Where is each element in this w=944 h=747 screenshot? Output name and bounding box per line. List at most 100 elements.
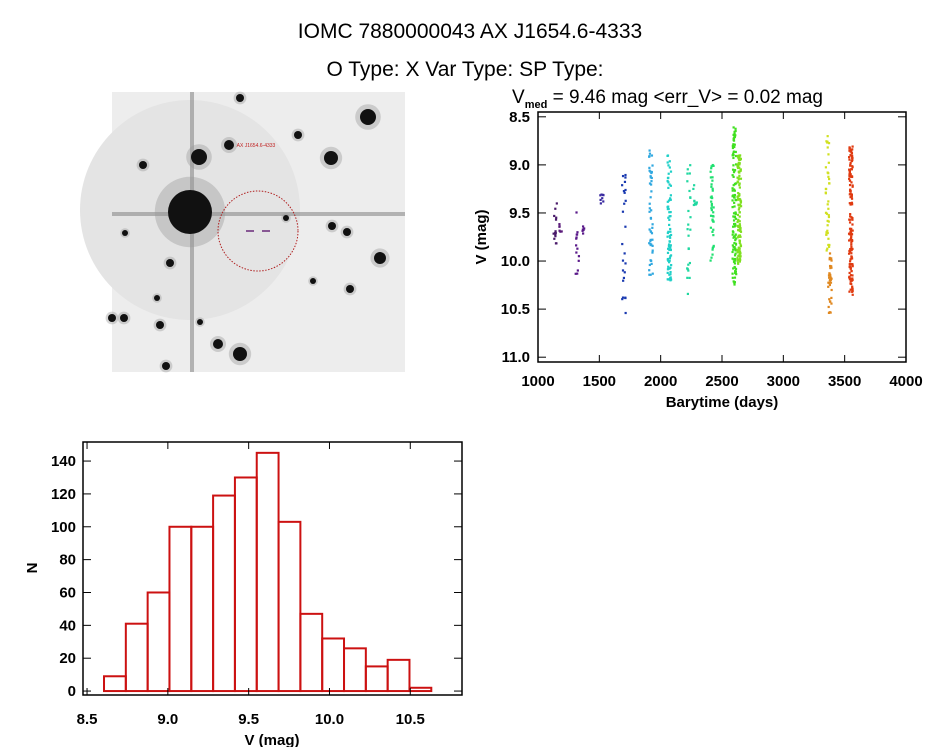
- histogram-bar: [190, 525, 215, 693]
- data-point: [576, 269, 579, 272]
- data-point: [851, 145, 854, 148]
- data-point: [851, 287, 854, 291]
- data-point: [848, 149, 851, 152]
- data-point: [733, 133, 736, 136]
- star: [168, 190, 212, 234]
- data-point: [738, 211, 741, 214]
- data-point: [733, 283, 736, 286]
- data-point: [668, 246, 671, 249]
- data-point: [649, 230, 652, 233]
- data-point: [850, 194, 853, 197]
- x-tick-label: 3500: [828, 373, 861, 390]
- data-point: [736, 163, 739, 166]
- data-point: [648, 242, 651, 245]
- data-point: [849, 238, 852, 241]
- data-point: [827, 153, 830, 156]
- data-point: [648, 263, 651, 267]
- data-point: [737, 156, 740, 159]
- data-point: [666, 161, 669, 164]
- data-point: [732, 126, 735, 129]
- data-point: [599, 198, 602, 202]
- data-point: [850, 279, 853, 282]
- data-point: [849, 266, 852, 269]
- data-point: [668, 166, 671, 169]
- data-point: [666, 231, 669, 235]
- x-tick-label: 2000: [644, 373, 677, 390]
- data-point: [849, 188, 852, 191]
- data-point: [828, 279, 831, 282]
- data-point: [711, 176, 714, 179]
- star: [191, 149, 207, 165]
- data-point: [826, 135, 829, 138]
- data-point: [850, 195, 853, 198]
- data-point: [737, 225, 740, 228]
- data-point: [710, 202, 713, 206]
- data-point: [575, 244, 578, 247]
- data-point: [732, 144, 735, 147]
- data-point: [827, 177, 831, 181]
- data-point: [666, 235, 669, 238]
- data-point: [737, 229, 740, 232]
- data-point: [649, 175, 652, 178]
- data-point: [555, 202, 558, 205]
- data-point: [736, 180, 739, 183]
- data-point: [623, 191, 626, 194]
- data-point: [649, 240, 652, 243]
- data-point: [738, 220, 741, 223]
- data-point: [737, 191, 740, 195]
- data-point: [669, 194, 673, 197]
- data-point: [668, 160, 671, 163]
- data-point: [555, 216, 558, 219]
- data-point: [731, 189, 734, 192]
- data-point: [648, 210, 651, 213]
- data-point: [669, 273, 672, 276]
- data-point: [850, 255, 853, 259]
- header-types: O Type: X Var Type: SP Type:: [326, 58, 603, 81]
- data-point: [574, 272, 577, 275]
- data-point: [733, 193, 736, 197]
- data-point: [732, 225, 735, 228]
- data-point: [688, 172, 691, 175]
- data-point: [829, 266, 832, 270]
- data-point: [734, 271, 737, 275]
- data-point: [599, 194, 602, 197]
- data-point: [709, 176, 712, 179]
- data-point: [649, 238, 652, 241]
- data-point: [734, 267, 738, 271]
- data-point: [851, 165, 854, 168]
- data-point: [851, 218, 854, 221]
- data-point: [828, 252, 832, 255]
- data-point: [732, 236, 735, 239]
- data-point: [666, 177, 670, 180]
- data-point: [827, 281, 830, 284]
- data-point: [828, 276, 831, 279]
- histogram-bar: [277, 520, 302, 693]
- data-point: [651, 249, 654, 252]
- data-point: [651, 272, 654, 275]
- data-point: [851, 277, 854, 280]
- data-point: [687, 209, 690, 213]
- data-point: [830, 259, 833, 262]
- data-point: [738, 183, 741, 187]
- data-point: [737, 197, 740, 200]
- data-point: [602, 200, 605, 203]
- data-point: [577, 255, 581, 258]
- data-point: [848, 290, 851, 293]
- data-point: [688, 189, 691, 193]
- data-point: [624, 262, 627, 265]
- data-point: [828, 256, 831, 260]
- data-point: [670, 263, 673, 267]
- x-tick-label: 9.5: [238, 711, 259, 728]
- data-point: [668, 248, 671, 251]
- data-point: [850, 263, 853, 266]
- data-point: [738, 223, 741, 226]
- data-point: [734, 163, 738, 166]
- data-point: [693, 184, 696, 187]
- data-point: [600, 193, 603, 196]
- data-point: [739, 235, 742, 238]
- data-point: [733, 196, 736, 199]
- data-point: [731, 187, 734, 190]
- data-point: [733, 169, 737, 172]
- data-point: [621, 259, 625, 262]
- histogram-bar: [103, 675, 127, 693]
